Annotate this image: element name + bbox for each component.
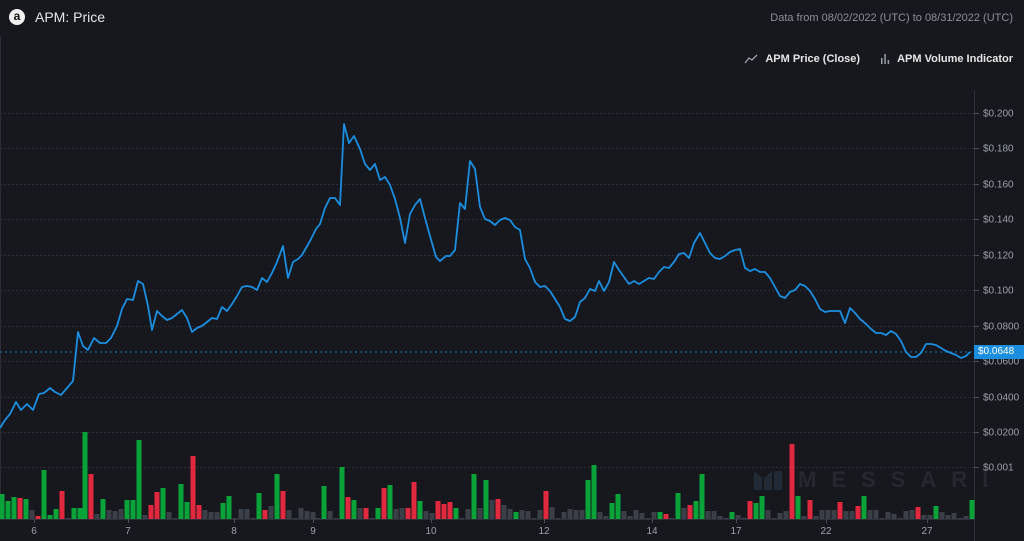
legend-item-price[interactable]: APM Price (Close) [744,53,860,65]
y-tick-label: $0.120 [983,251,1014,262]
y-axis-labels: $0.200 $0.180 $0.160 $0.140 $0.120 $0.100 $0.0… [974,109,1020,474]
messari-watermark: MESSARI [752,467,1003,493]
y-tick-label: $0.180 [983,144,1014,155]
watermark-text: MESSARI [798,467,1004,492]
x-tick-label: 22 [820,526,832,537]
x-tick-label: 8 [231,526,237,537]
legend-item-volume[interactable]: APM Volume Indicator [880,53,1013,65]
x-tick-label: 9 [310,526,316,537]
volume-bars [0,432,975,519]
bar-chart-icon [881,54,890,64]
y-tick-label: $0.100 [983,286,1014,297]
y-tick-label: $0.0200 [983,428,1020,439]
grid-lines [0,113,974,468]
date-range-text: Data from 08/02/2022 (UTC) to 08/31/2022… [770,12,1013,24]
legend-label-price: APM Price (Close) [765,53,861,65]
x-tick-label: 14 [646,526,658,537]
x-tick-label: 6 [31,526,37,537]
x-tick-label: 7 [125,526,131,537]
x-tick-label: 27 [921,526,933,537]
y-tick-label: $0.0600 [983,357,1020,368]
x-tick-label: 17 [730,526,742,537]
x-tick-label: 10 [425,526,437,537]
chart-legend: APM Price (Close) APM Volume Indicator [730,53,1013,65]
messari-logo-icon [754,471,782,490]
price-line [0,123,971,429]
y-tick-label: $0.200 [983,109,1014,120]
y-tick-label: $0.160 [983,180,1014,191]
chart-title: APM: Price [35,9,106,25]
legend-label-volume: APM Volume Indicator [897,53,1013,65]
x-tick-label: 12 [538,526,550,537]
x-axis-labels: 6 7 8 9 10 12 14 17 22 27 [31,519,933,537]
chart-header: a APM: Price Data from 08/02/2022 (UTC) … [0,0,1024,36]
y-tick-label: $0.001 [983,463,1014,474]
current-price-badge: $0.0648 [974,345,1024,359]
y-tick-label: $0.140 [983,215,1014,226]
line-chart-icon [744,54,758,64]
y-tick-label: $0.0400 [983,393,1020,404]
y-tick-label: $0.0800 [983,322,1020,333]
apm-logo-icon: a [9,9,25,25]
